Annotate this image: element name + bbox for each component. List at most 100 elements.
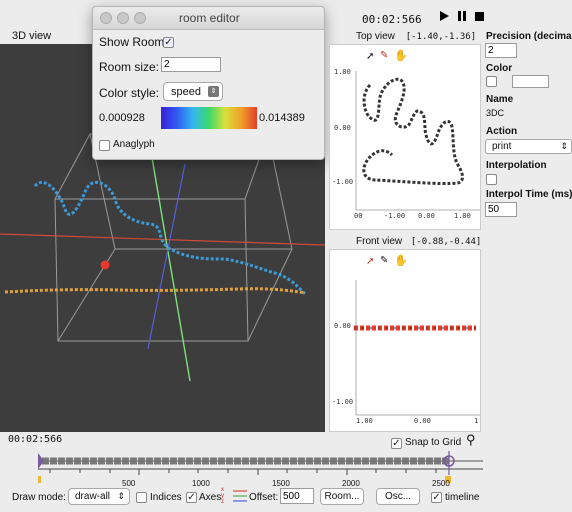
indices-checkbox[interactable]: [136, 492, 147, 503]
top-view-panel[interactable]: ➚ ✎ ✋ 1.00 0.00 -1.00 00 -1.00 0.00 1.00: [329, 44, 481, 230]
chevron-updown-icon: ⇕: [208, 86, 219, 97]
chevron-updown-icon: ⇕: [560, 141, 568, 151]
close-window-icon[interactable]: [100, 12, 112, 24]
timeline-checkbox[interactable]: [431, 492, 442, 503]
offset-label: Offset:: [249, 492, 279, 503]
axes-checkbox[interactable]: [186, 492, 197, 503]
front-view-label: Front view: [356, 236, 403, 247]
x-axis-line: [0, 233, 326, 246]
snap-to-grid-label: Snap to Grid: [405, 437, 462, 448]
show-room-label: Show Room:: [99, 35, 168, 49]
timeline-tick-2500: 2500: [432, 479, 450, 488]
pointer-tool-icon[interactable]: ➚: [366, 51, 375, 62]
interpolation-checkbox[interactable]: [486, 174, 497, 185]
interpol-time-input[interactable]: [485, 202, 517, 217]
action-select[interactable]: print ⇕: [485, 139, 572, 154]
timeline-tick-2000: 2000: [342, 479, 360, 488]
stop-icon[interactable]: [475, 12, 485, 21]
draw-mode-value: draw-all: [75, 491, 111, 502]
pencil-tool-icon[interactable]: ✎: [380, 255, 389, 266]
top-view-label: Top view: [356, 31, 395, 42]
color-style-label: Color style:: [99, 86, 160, 100]
top-x-tick-b: -1.00: [384, 212, 406, 220]
front-x-tick-b: 0.00: [414, 417, 431, 425]
indices-label: Indices: [150, 492, 182, 503]
view3d-title: 3D view: [12, 30, 52, 42]
draw-mode-label: Draw mode:: [12, 492, 66, 503]
color-swatch[interactable]: [512, 75, 549, 88]
top-view-title: Top view [-1.40,-1.36]: [356, 31, 476, 42]
anaglyph-label: Anaglyph: [113, 139, 155, 150]
scale-max-label: 0.014389: [259, 112, 305, 124]
room-editor-title: room editor: [179, 11, 240, 25]
timeline-ruler: [38, 451, 483, 483]
front-x-tick-a: 1.00: [356, 417, 373, 425]
timeline-tick-500: 500: [122, 479, 136, 488]
interpol-time-label: Interpol Time (ms): [486, 189, 572, 200]
top-view-trajectory: [362, 77, 464, 186]
front-view-title: Front view [-0.88,-0.44]: [356, 236, 481, 247]
color-label: Color: [486, 63, 513, 74]
axes-color-lines-icon: [233, 490, 247, 502]
timeline-start-marker: [38, 453, 44, 469]
hand-tool-icon[interactable]: ✋: [394, 50, 408, 62]
minimize-window-icon[interactable]: [117, 12, 129, 24]
pause-icon[interactable]: [458, 11, 462, 21]
color-style-select[interactable]: speed ⇕: [163, 82, 223, 101]
front-y-tick-0: 0.00: [334, 322, 351, 330]
top-x-tick-a: 00: [354, 212, 363, 220]
top-view-plot: [355, 71, 480, 211]
z-axis-line: [147, 163, 186, 350]
top-y-tick-m1: -1.00: [332, 178, 354, 186]
room-editor-titlebar[interactable]: room editor: [93, 7, 324, 30]
osc-button[interactable]: Osc...: [376, 488, 420, 505]
timeline-track[interactable]: [38, 449, 483, 483]
draw-mode-select[interactable]: draw-all ⇕: [68, 488, 130, 505]
name-label: Name: [486, 94, 514, 105]
color-scale-bar: [161, 107, 257, 129]
view3d-scene: [0, 133, 326, 382]
scale-min-label: 0.000928: [99, 112, 145, 124]
timeline-label: timeline: [445, 492, 480, 503]
room-size-label: Room size:: [99, 60, 160, 74]
action-label: Action: [486, 126, 518, 137]
front-view-panel[interactable]: ➚ ✎ ✋ 0.00 -1.00 1.00 0.00 1: [329, 249, 481, 432]
color-checkbox[interactable]: [486, 76, 497, 87]
trajectory-lower: [4, 287, 306, 295]
top-view-coords: [-1.40,-1.36]: [405, 32, 477, 42]
precision-label: Precision (decimals: [486, 31, 572, 42]
playback-time: 00:02:566: [362, 13, 422, 26]
action-value: print: [492, 141, 512, 152]
interpolation-label: Interpolation: [486, 160, 547, 171]
room-button[interactable]: Room...: [320, 488, 364, 505]
pointer-tool-icon[interactable]: ➚: [366, 256, 375, 267]
hand-tool-icon[interactable]: ✋: [394, 255, 408, 267]
timeline-tick-1000: 1000: [192, 479, 210, 488]
top-y-tick-1: 1.00: [334, 68, 351, 76]
timeline-time: 00:02:566: [8, 434, 63, 445]
front-view-coords: [-0.88,-0.44]: [410, 237, 482, 247]
front-view-plot: [354, 280, 480, 416]
chevron-updown-icon: ⇕: [117, 491, 125, 501]
play-icon[interactable]: [440, 11, 449, 21]
snap-to-grid-checkbox[interactable]: [391, 438, 402, 449]
transport-controls: [440, 11, 485, 24]
front-x-tick-c: 1: [474, 417, 479, 425]
anaglyph-checkbox[interactable]: [99, 140, 110, 151]
precision-input[interactable]: [485, 43, 517, 58]
show-room-checkbox[interactable]: [163, 37, 174, 48]
top-y-tick-0: 0.00: [334, 124, 351, 132]
room-size-input[interactable]: [161, 57, 221, 72]
timeline-end-marker: [445, 476, 451, 483]
axes-legend-icon: x y z: [221, 487, 224, 505]
name-value: 3DC: [486, 108, 505, 118]
axes-label: Axes: [199, 492, 222, 503]
y-axis-line: [147, 133, 191, 382]
offset-input[interactable]: [280, 488, 314, 504]
zoom-window-icon[interactable]: [134, 12, 146, 24]
zoom-icon[interactable]: ⚲: [466, 432, 476, 447]
top-x-tick-d: 1.00: [454, 212, 471, 220]
timeline-tick-1500: 1500: [272, 479, 290, 488]
current-position-marker: [100, 260, 110, 270]
pencil-tool-icon[interactable]: ✎: [380, 50, 389, 61]
